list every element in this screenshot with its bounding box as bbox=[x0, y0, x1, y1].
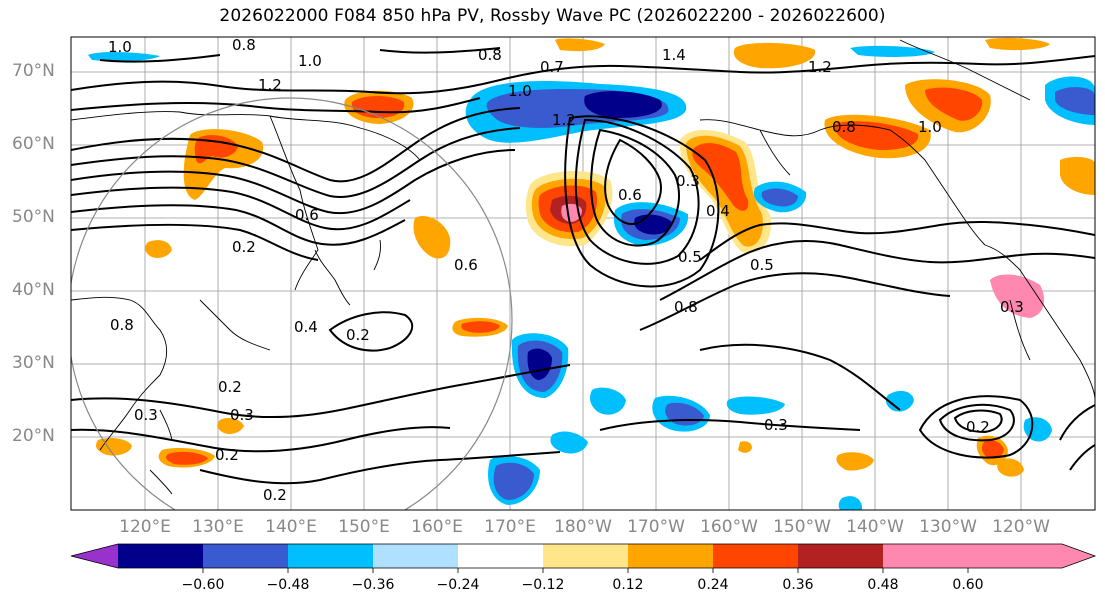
lat-label-50n: 50°N bbox=[12, 207, 55, 227]
contour-label: 0.2 bbox=[263, 486, 287, 504]
lon-label: 130°E bbox=[192, 517, 244, 537]
colorbar-tick-label: −0.24 bbox=[436, 577, 480, 593]
contour-label: 0.6 bbox=[454, 256, 478, 274]
contour-label: 1.4 bbox=[662, 46, 686, 64]
lon-label: 150°W bbox=[773, 517, 831, 537]
lat-label-70n: 70°N bbox=[12, 61, 55, 81]
coastlines bbox=[71, 39, 1095, 495]
contour-label: 1.2 bbox=[808, 58, 832, 76]
colorbar-segment bbox=[798, 544, 883, 568]
colorbar bbox=[70, 543, 1097, 573]
lon-label: 140°W bbox=[846, 517, 904, 537]
contour-label: 0.6 bbox=[295, 206, 319, 224]
lon-label: 130°W bbox=[919, 517, 977, 537]
lat-label-60n: 60°N bbox=[12, 134, 55, 154]
contour-label: 0.2 bbox=[232, 238, 256, 256]
contour-label: 0.5 bbox=[750, 256, 774, 274]
contour-label: 0.3 bbox=[134, 406, 158, 424]
colorbar-tick-label: −0.60 bbox=[181, 577, 225, 593]
pv-anomaly-fills bbox=[88, 37, 1095, 510]
contour-label: 0.4 bbox=[294, 318, 318, 336]
contour-label: 1.0 bbox=[298, 52, 322, 70]
lon-label: 160°W bbox=[700, 517, 758, 537]
colorbar-segment bbox=[883, 544, 1095, 568]
colorbar-segment bbox=[458, 544, 543, 568]
colorbar-outline bbox=[70, 543, 1097, 569]
contour-label: 1.0 bbox=[108, 38, 132, 56]
contour-label: 1.0 bbox=[918, 118, 942, 136]
colorbar-tick-label: 0.60 bbox=[952, 577, 984, 593]
colorbar-segment bbox=[71, 544, 118, 568]
contour-label: 0.8 bbox=[232, 36, 256, 54]
contour-label: 0.4 bbox=[706, 202, 730, 220]
colorbar-tick-label: −0.36 bbox=[351, 577, 395, 593]
plot-border bbox=[70, 36, 1096, 511]
lon-label: 150°E bbox=[338, 517, 390, 537]
colorbar-tick-label: 0.12 bbox=[612, 577, 644, 593]
contour-label: 1.0 bbox=[508, 82, 532, 100]
lon-label: 170°W bbox=[627, 517, 685, 537]
contour-label: 1.2 bbox=[258, 76, 282, 94]
colorbar-tick-label: 0.24 bbox=[697, 577, 729, 593]
contour-label: 1.2 bbox=[552, 111, 576, 129]
contour-label: 0.5 bbox=[678, 248, 702, 266]
lat-label-30n: 30°N bbox=[12, 353, 55, 373]
colorbar-segment bbox=[373, 544, 458, 568]
contour-label: 0.8 bbox=[478, 46, 502, 64]
lon-label: 180°W bbox=[554, 517, 612, 537]
colorbar-tick-label: −0.48 bbox=[266, 577, 310, 593]
colorbar-segment bbox=[118, 544, 203, 568]
colorbar-tick-label: 0.48 bbox=[867, 577, 899, 593]
colorbar-segment bbox=[628, 544, 713, 568]
colorbar-tick-label: 0.36 bbox=[782, 577, 814, 593]
lon-label: 160°E bbox=[411, 517, 463, 537]
colorbar-segment bbox=[203, 544, 288, 568]
lon-label: 120°W bbox=[992, 517, 1050, 537]
contour-label: 0.3 bbox=[1000, 298, 1024, 316]
contour-label: 0.2 bbox=[966, 418, 990, 436]
lat-label-20n: 20°N bbox=[12, 426, 55, 446]
contour-label: 0.8 bbox=[832, 118, 856, 136]
contour-label: 0.8 bbox=[110, 316, 134, 334]
colorbar-segment bbox=[288, 544, 373, 568]
contour-label: 0.7 bbox=[540, 58, 564, 76]
colorbar-tick-label: −0.12 bbox=[521, 577, 565, 593]
contour-label: 0.8 bbox=[674, 298, 698, 316]
contour-label: 0.2 bbox=[346, 326, 370, 344]
lat-label-40n: 40°N bbox=[12, 280, 55, 300]
contour-label: 0.3 bbox=[676, 172, 700, 190]
lon-label: 140°E bbox=[265, 517, 317, 537]
lon-label: 170°E bbox=[484, 517, 536, 537]
contour-label: 0.2 bbox=[215, 446, 239, 464]
contour-label: 0.3 bbox=[230, 406, 254, 424]
map-title: 2026022000 F084 850 hPa PV, Rossby Wave … bbox=[219, 6, 886, 26]
contour-label: 0.6 bbox=[618, 186, 642, 204]
projection-circle bbox=[71, 97, 513, 510]
contour-labels: 1.0 0.8 1.0 1.2 0.8 0.7 1.0 1.2 1.4 1.2 … bbox=[108, 36, 1024, 504]
colorbar-segment bbox=[713, 544, 798, 568]
colorbar-segment bbox=[543, 544, 628, 568]
lon-label: 120°E bbox=[119, 517, 171, 537]
contour-label: 0.2 bbox=[218, 378, 242, 396]
contour-label: 0.3 bbox=[764, 416, 788, 434]
